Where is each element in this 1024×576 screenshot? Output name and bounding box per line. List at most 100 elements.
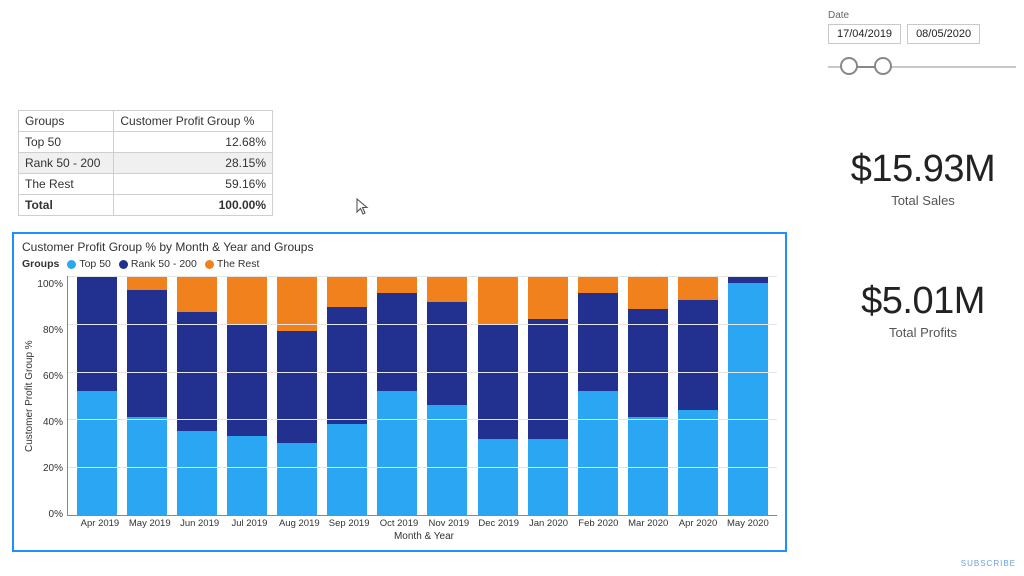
cell-pct: 100.00% bbox=[114, 195, 273, 216]
bar-segment[interactable] bbox=[478, 276, 518, 324]
bar-segment[interactable] bbox=[478, 324, 518, 439]
y-tick: 80% bbox=[35, 326, 67, 336]
chart-bar[interactable] bbox=[177, 276, 217, 515]
chart-bar[interactable] bbox=[277, 276, 317, 515]
bar-segment[interactable] bbox=[628, 309, 668, 417]
date-filter-boxes: 17/04/2019 08/05/2020 bbox=[828, 24, 980, 44]
bar-segment[interactable] bbox=[528, 276, 568, 319]
watermark-text: SUBSCRIBE bbox=[961, 559, 1016, 568]
col-groups[interactable]: Groups bbox=[19, 111, 114, 132]
x-axis-ticks: Apr 2019May 2019Jun 2019Jul 2019Aug 2019… bbox=[71, 516, 777, 529]
date-to-input[interactable]: 08/05/2020 bbox=[907, 24, 980, 44]
chart-container[interactable]: Customer Profit Group % by Month & Year … bbox=[12, 232, 787, 552]
legend-title: Groups bbox=[22, 258, 59, 270]
x-tick: Apr 2020 bbox=[673, 518, 723, 529]
bar-segment[interactable] bbox=[327, 276, 367, 307]
bar-segment[interactable] bbox=[227, 276, 267, 324]
date-range-slider[interactable] bbox=[828, 52, 1016, 82]
chart-bar[interactable] bbox=[628, 276, 668, 515]
bar-segment[interactable] bbox=[528, 319, 568, 439]
x-tick: Jul 2019 bbox=[225, 518, 275, 529]
table-row[interactable]: The Rest59.16% bbox=[19, 174, 273, 195]
date-filter-label: Date bbox=[828, 10, 849, 21]
x-axis-label: Month & Year bbox=[71, 531, 777, 542]
chart-bar[interactable] bbox=[578, 276, 618, 515]
table-row[interactable]: Rank 50 - 20028.15% bbox=[19, 153, 273, 174]
bar-segment[interactable] bbox=[277, 276, 317, 331]
bar-segment[interactable] bbox=[377, 391, 417, 515]
x-tick: Jan 2020 bbox=[524, 518, 574, 529]
legend-item[interactable]: Rank 50 - 200 bbox=[119, 258, 197, 270]
bar-segment[interactable] bbox=[77, 391, 117, 515]
chart-bar[interactable] bbox=[427, 276, 467, 515]
gridline bbox=[68, 372, 777, 373]
slider-thumb-to[interactable] bbox=[874, 57, 892, 75]
x-tick: Apr 2019 bbox=[75, 518, 125, 529]
bar-segment[interactable] bbox=[478, 439, 518, 515]
bar-segment[interactable] bbox=[127, 290, 167, 417]
bar-segment[interactable] bbox=[227, 436, 267, 515]
col-profit-pct[interactable]: Customer Profit Group % bbox=[114, 111, 273, 132]
chart-bar[interactable] bbox=[127, 276, 167, 515]
chart-bar[interactable] bbox=[377, 276, 417, 515]
legend-item[interactable]: Top 50 bbox=[67, 258, 111, 270]
cell-pct: 12.68% bbox=[114, 132, 273, 153]
gridline bbox=[68, 324, 777, 325]
chart-bar[interactable] bbox=[678, 276, 718, 515]
chart-bar[interactable] bbox=[327, 276, 367, 515]
cell-group: Total bbox=[19, 195, 114, 216]
bar-segment[interactable] bbox=[127, 417, 167, 515]
chart-bar[interactable] bbox=[528, 276, 568, 515]
summary-table[interactable]: Groups Customer Profit Group % Top 5012.… bbox=[18, 110, 273, 216]
legend-swatch-icon bbox=[119, 260, 128, 269]
bar-segment[interactable] bbox=[578, 293, 618, 391]
bar-segment[interactable] bbox=[277, 443, 317, 515]
bar-segment[interactable] bbox=[427, 405, 467, 515]
bar-segment[interactable] bbox=[678, 276, 718, 300]
bar-segment[interactable] bbox=[377, 276, 417, 293]
kpi-total-profits: $5.01M Total Profits bbox=[828, 280, 1018, 340]
y-axis-label: Customer Profit Group % bbox=[22, 276, 35, 516]
bar-segment[interactable] bbox=[177, 431, 217, 515]
legend-swatch-icon bbox=[67, 260, 76, 269]
kpi-sales-label: Total Sales bbox=[828, 193, 1018, 208]
x-tick: Sep 2019 bbox=[324, 518, 374, 529]
x-tick: Oct 2019 bbox=[374, 518, 424, 529]
bar-segment[interactable] bbox=[728, 283, 768, 515]
cursor-icon bbox=[356, 198, 370, 216]
kpi-profits-label: Total Profits bbox=[828, 325, 1018, 340]
bar-segment[interactable] bbox=[327, 424, 367, 515]
chart-bar[interactable] bbox=[77, 276, 117, 515]
bar-segment[interactable] bbox=[628, 417, 668, 515]
slider-thumb-from[interactable] bbox=[840, 57, 858, 75]
cell-group: Top 50 bbox=[19, 132, 114, 153]
kpi-total-sales: $15.93M Total Sales bbox=[828, 148, 1018, 208]
chart-bar[interactable] bbox=[478, 276, 518, 515]
chart-plot-area[interactable] bbox=[67, 276, 777, 516]
bar-segment[interactable] bbox=[77, 276, 117, 391]
bar-segment[interactable] bbox=[427, 276, 467, 302]
bar-segment[interactable] bbox=[728, 276, 768, 283]
date-from-input[interactable]: 17/04/2019 bbox=[828, 24, 901, 44]
x-tick: Feb 2020 bbox=[573, 518, 623, 529]
chart-legend: Groups Top 50 Rank 50 - 200 The Rest bbox=[22, 258, 777, 270]
bar-segment[interactable] bbox=[177, 276, 217, 312]
gridline bbox=[68, 467, 777, 468]
x-tick: Aug 2019 bbox=[274, 518, 324, 529]
bar-segment[interactable] bbox=[678, 410, 718, 515]
bar-segment[interactable] bbox=[628, 276, 668, 309]
chart-bar[interactable] bbox=[728, 276, 768, 515]
bar-segment[interactable] bbox=[377, 293, 417, 391]
bar-segment[interactable] bbox=[127, 276, 167, 290]
table-row[interactable]: Top 5012.68% bbox=[19, 132, 273, 153]
legend-item[interactable]: The Rest bbox=[205, 258, 260, 270]
bar-segment[interactable] bbox=[528, 439, 568, 515]
bar-segment[interactable] bbox=[427, 302, 467, 405]
chart-bar[interactable] bbox=[227, 276, 267, 515]
y-tick: 60% bbox=[35, 372, 67, 382]
bar-segment[interactable] bbox=[678, 300, 718, 410]
bar-segment[interactable] bbox=[578, 391, 618, 515]
bar-segment[interactable] bbox=[578, 276, 618, 293]
bar-segment[interactable] bbox=[277, 331, 317, 443]
gridline bbox=[68, 419, 777, 420]
